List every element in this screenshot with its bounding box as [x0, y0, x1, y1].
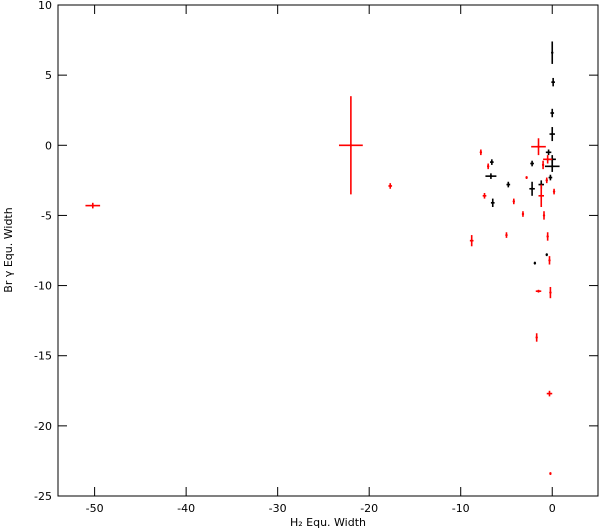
point [542, 214, 546, 217]
point [349, 144, 353, 147]
y-tick-label: -10 [34, 280, 52, 293]
point [389, 184, 392, 188]
point [505, 233, 508, 237]
x-tick-label: -30 [269, 502, 287, 515]
point [512, 200, 515, 203]
point [483, 194, 486, 197]
point [551, 111, 554, 115]
point [490, 160, 494, 164]
point [546, 158, 549, 161]
point [530, 187, 534, 190]
point [537, 289, 540, 293]
point [551, 80, 555, 84]
point [470, 239, 473, 242]
point [549, 176, 552, 179]
x-tick-label: -40 [177, 502, 195, 515]
point [489, 174, 493, 178]
x-tick-label: -20 [360, 502, 378, 515]
y-tick-label: -5 [41, 209, 52, 222]
point [551, 132, 554, 136]
point [525, 176, 528, 179]
point [549, 291, 552, 294]
point [537, 145, 540, 148]
point [91, 204, 94, 207]
point [486, 165, 490, 168]
y-tick-label: 0 [45, 139, 52, 152]
x-tick-label: -10 [452, 502, 470, 515]
point [540, 194, 543, 197]
point [479, 151, 483, 154]
point [491, 201, 494, 205]
y-tick-label: -20 [34, 420, 52, 433]
point [521, 212, 525, 216]
point [548, 392, 551, 395]
point [545, 253, 548, 256]
point [552, 190, 556, 193]
point [546, 235, 549, 238]
point [507, 183, 510, 186]
point [551, 51, 554, 54]
x-axis-label: H₂ Equ. Width [290, 516, 366, 529]
y-tick-label: -15 [34, 350, 52, 363]
point [545, 179, 548, 182]
y-tick-label: -25 [34, 490, 52, 503]
point [541, 163, 545, 167]
x-tick-label: 0 [549, 502, 556, 515]
point [535, 336, 538, 339]
y-axis-label: Br γ Equ. Width [2, 207, 15, 292]
point [549, 472, 552, 475]
point [530, 162, 534, 165]
plot-frame [57, 4, 599, 497]
point [547, 151, 550, 154]
y-tick-label: 5 [45, 69, 52, 82]
y-tick-label: 10 [38, 0, 52, 12]
point [533, 261, 537, 265]
point [551, 165, 554, 168]
x-tick-label: -50 [86, 502, 104, 515]
point [548, 259, 551, 262]
